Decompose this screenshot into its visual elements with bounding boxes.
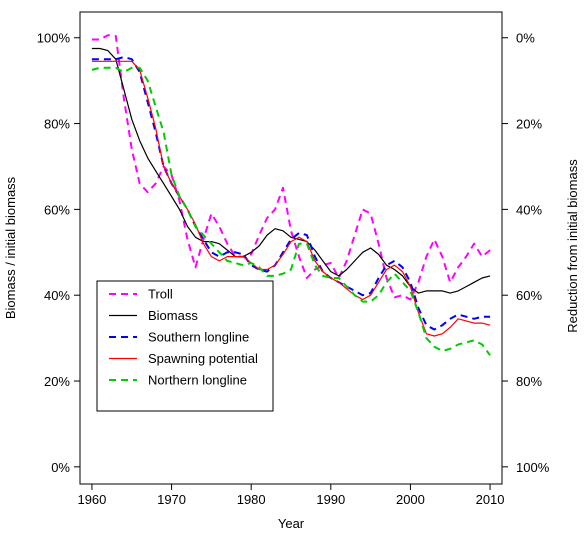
series-line-northern-longline [91, 66, 491, 356]
legend-label: Biomass [148, 308, 198, 323]
y-tick-label-right: 60% [516, 288, 542, 303]
y-axis-label-left: Biomass / initial biomass [3, 176, 18, 319]
y-tick-label-left: 100% [37, 31, 71, 46]
x-tick-label: 2010 [476, 492, 505, 507]
legend: Troll Biomass Southern longline Spawning po… [96, 280, 274, 412]
x-axis: 1960 1970 1980 1990 2000 2010 [77, 484, 505, 507]
series-layer [91, 34, 491, 356]
y-axis-left: 0% 20% 40% 60% 80% 100% [37, 31, 80, 475]
series-line-southern-longline [91, 56, 491, 331]
plot-frame [79, 11, 503, 485]
y-tick-label-left: 40% [44, 288, 70, 303]
series-line-troll [91, 34, 491, 301]
y-tick-label-left: 20% [44, 374, 70, 389]
x-tick-label: 1980 [237, 492, 266, 507]
y-tick-label-left: 80% [44, 117, 70, 132]
y-tick-label-right: 80% [516, 374, 542, 389]
y-tick-label-right: 0% [516, 31, 535, 46]
legend-label: Northern longline [148, 373, 247, 388]
x-tick-label: 1970 [157, 492, 186, 507]
y-axis-label-right: Reduction from initial biomass [565, 159, 580, 333]
x-tick-label: 1960 [77, 492, 106, 507]
legend-label: Southern longline [148, 330, 249, 345]
x-axis-label: Year [278, 516, 305, 531]
series-line-biomass [91, 47, 491, 294]
y-tick-label-right: 100% [516, 460, 550, 475]
y-tick-label-left: 0% [51, 460, 70, 475]
y-tick-label-right: 40% [516, 202, 542, 217]
x-tick-label: 2000 [396, 492, 425, 507]
legend-label: Troll [148, 287, 173, 302]
legend-box [96, 280, 274, 412]
y-tick-label-left: 60% [44, 202, 70, 217]
legend-label: Spawning potential [148, 351, 258, 366]
y-axis-right: 100% 80% 60% 40% 20% 0% [502, 31, 550, 475]
x-tick-label: 1990 [316, 492, 345, 507]
y-tick-label-right: 20% [516, 117, 542, 132]
